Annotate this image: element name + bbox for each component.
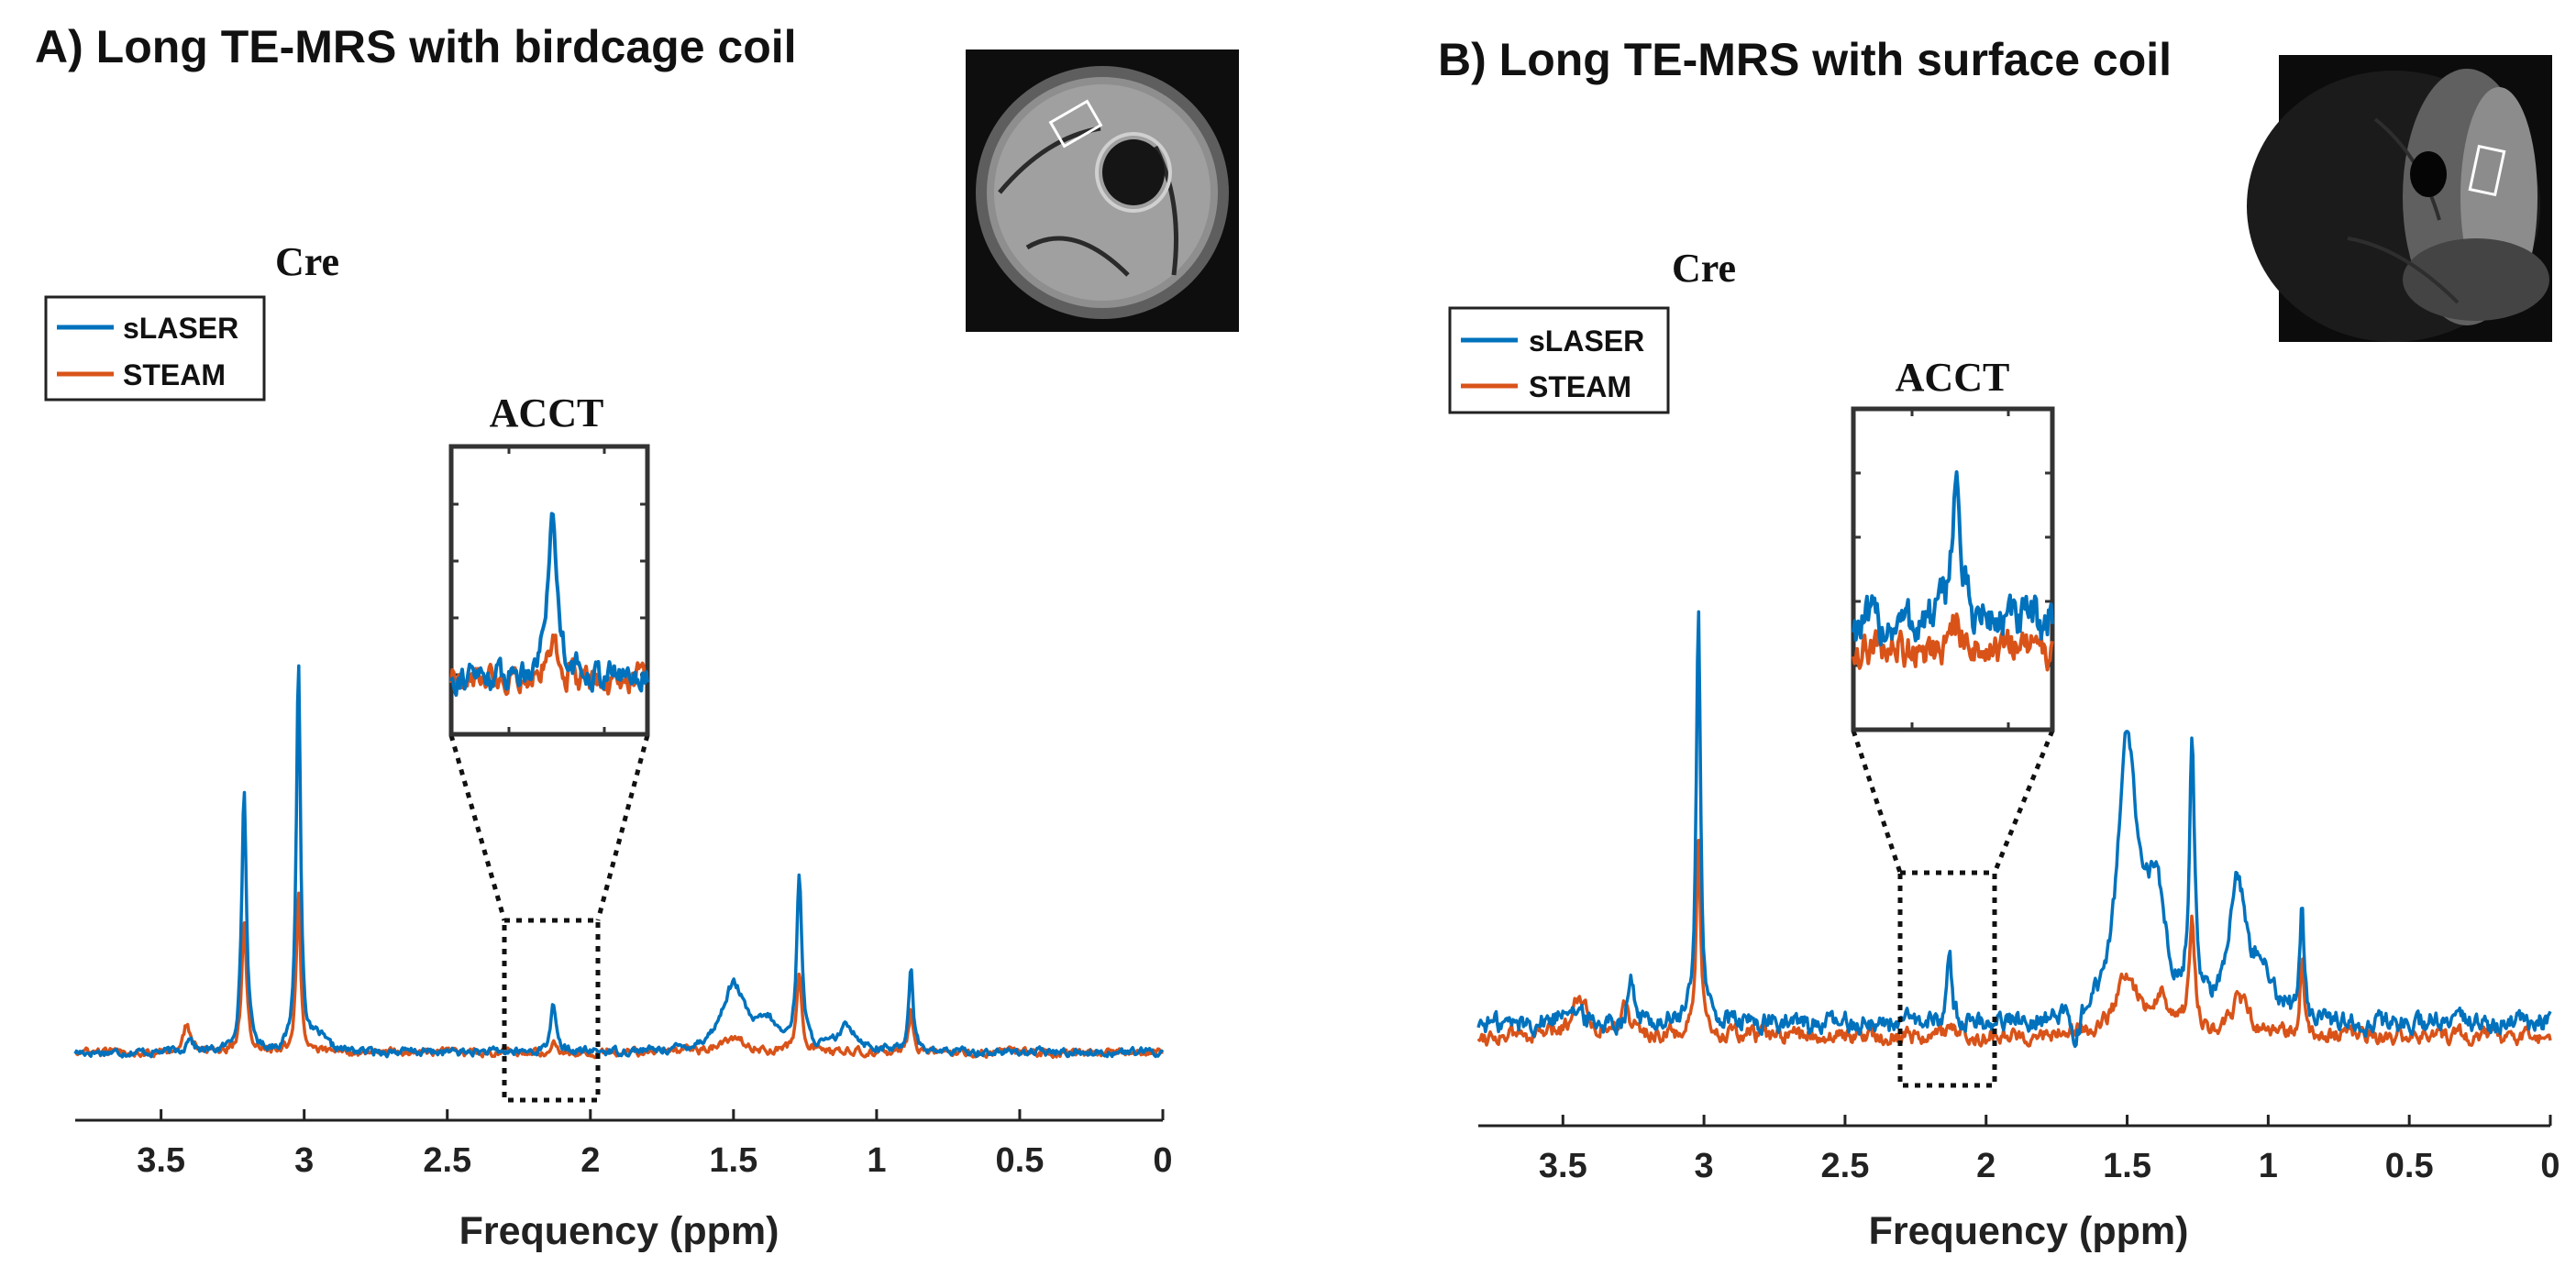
panel-a-acct-label: ACCT [490,391,604,435]
panel-a-inset-slaser-line [449,512,649,697]
panel-b-connector-right [1992,730,2055,874]
panel-b-slaser-line [1476,610,2552,1049]
panel-b-xtick-label: 0 [2540,1147,2559,1185]
panel-a-slaser-line [73,664,1165,1059]
panel-b-legend-steam: STEAM [1529,370,1631,403]
panel-b-xlabel: Frequency (ppm) [1869,1209,2189,1253]
panel-a-plot-area [73,664,1165,1060]
panel-b-inset-steam-line [1852,612,2054,672]
panel-a-xtick-label: 2.5 [423,1141,471,1180]
panel-b: B) Long TE-MRS with surface coil sLASER … [1438,34,2560,1253]
panel-b-inset-slaser-line [1852,470,2054,647]
panel-a-legend-steam: STEAM [123,358,226,391]
panel-a-legend-slaser: sLASER [123,312,238,345]
panel-b-xtick-label: 2.5 [1821,1147,1870,1185]
panel-b-inset [1851,406,2055,732]
panel-a-xtick-label: 2 [580,1141,600,1180]
panel-a-xtick-label: 3 [294,1141,314,1180]
panel-a-xtick-label: 1.5 [709,1141,757,1180]
panel-a-connector-right [595,734,650,921]
panel-b-title: B) Long TE-MRS with surface coil [1438,34,2172,85]
panel-a-xtick-label: 1 [867,1141,886,1180]
panel-a-connector-left [448,734,507,921]
panel-a-cre-label: Cre [275,239,339,284]
panel-a-xtick-label: 0.5 [996,1141,1045,1180]
panel-a-xtick-label: 3.5 [137,1141,185,1180]
panel-a-title: A) Long TE-MRS with birdcage coil [35,21,797,72]
panel-a-x-axis: 3.5 3 2.5 2 1.5 1 0.5 0 Frequency (ppm) [75,1109,1173,1253]
panel-b-cre-label: Cre [1672,246,1736,291]
panel-a-voxel-box [1048,99,1103,149]
panel-a-zoom-region [502,918,601,1103]
panel-b-xtick-label: 3.5 [1539,1147,1587,1185]
panel-a-xtick-label: 0 [1153,1141,1172,1180]
panel-a-legend: sLASER STEAM [44,295,266,402]
panel-a-inset [448,444,650,737]
panel-a-xlabel: Frequency (ppm) [459,1209,779,1253]
panel-b-xtick-label: 0.5 [2385,1147,2434,1185]
panel-b-connector-left [1851,730,1903,874]
panel-a-mri-image [966,50,1239,332]
panel-a: A) Long TE-MRS with birdcage coil sLASER… [35,21,1239,1253]
panel-b-xtick-label: 2 [1976,1147,1996,1185]
panel-b-legend-slaser: sLASER [1529,325,1644,358]
panel-b-xtick-label: 1 [2259,1147,2278,1185]
panel-b-legend: sLASER STEAM [1448,306,1670,414]
panel-b-mri-image [2247,55,2552,342]
panel-b-xtick-label: 1.5 [2103,1147,2151,1185]
panel-b-xtick-label: 3 [1695,1147,1714,1185]
panel-b-acct-label: ACCT [1896,355,2010,400]
panel-b-plot-area [1476,610,2552,1049]
panel-b-x-axis: 3.5 3 2.5 2 1.5 1 0.5 0 Frequency (ppm) [1478,1115,2560,1253]
panel-b-voxel-box [2468,144,2506,197]
